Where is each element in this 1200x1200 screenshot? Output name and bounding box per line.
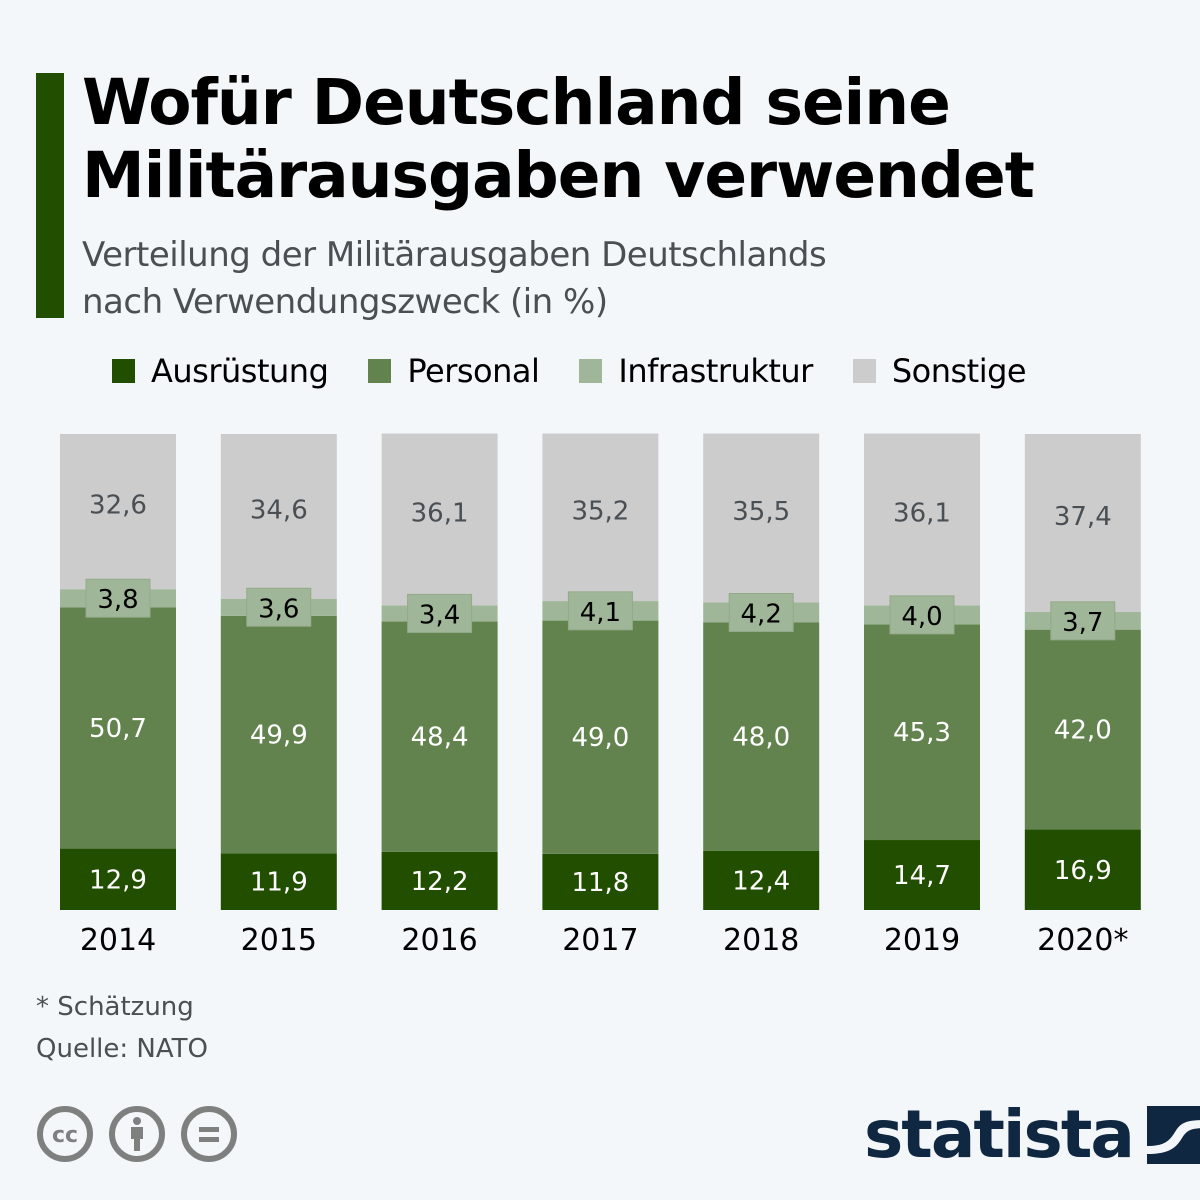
data-label-ausruestung: 14,7 xyxy=(893,861,951,891)
data-label-sonstige: 37,4 xyxy=(1054,502,1112,532)
svg-text:cc: cc xyxy=(52,1123,78,1148)
x-tick-label: 2014 xyxy=(80,923,156,958)
data-label-box xyxy=(85,578,151,618)
legend-swatch xyxy=(112,359,135,383)
data-label-personal: 48,4 xyxy=(411,723,469,753)
data-label-ausruestung: 11,9 xyxy=(250,868,308,898)
data-label-personal: 42,0 xyxy=(1054,716,1112,746)
data-label-ausruestung: 12,2 xyxy=(411,867,469,897)
no-derivatives-icon[interactable] xyxy=(180,1105,238,1163)
data-label-infrastruktur: 4,1 xyxy=(580,598,621,628)
statista-logo[interactable]: statista xyxy=(864,1102,1200,1168)
footnote-estimate: * Schätzung xyxy=(36,992,194,1022)
data-label-box xyxy=(246,587,312,627)
logo-text: statista xyxy=(864,1096,1135,1173)
title-line-1: Wofür Deutschland seine xyxy=(82,66,951,139)
bar-segment-ausruestung xyxy=(542,853,659,910)
data-label-box xyxy=(407,593,473,633)
bar-segment-sonstige xyxy=(703,433,820,603)
bar-segment-personal xyxy=(703,622,820,851)
data-label-personal: 45,3 xyxy=(893,718,951,748)
data-label-infrastruktur: 3,4 xyxy=(419,600,460,630)
data-label-sonstige: 34,6 xyxy=(250,495,308,525)
legend-item-personal: Personal xyxy=(368,352,540,390)
data-label-infrastruktur: 3,8 xyxy=(97,585,138,615)
data-label-box xyxy=(567,591,633,631)
title-accent-bar xyxy=(36,73,64,318)
legend-item-sonstige: Sonstige xyxy=(852,352,1027,390)
data-label-sonstige: 35,2 xyxy=(571,496,629,526)
data-label-sonstige: 32,6 xyxy=(89,491,147,521)
bar-segment-personal xyxy=(1024,629,1141,830)
x-tick-label: 2016 xyxy=(401,923,477,958)
data-label-sonstige: 36,1 xyxy=(893,498,951,528)
source-note: Quelle: NATO xyxy=(36,1034,208,1064)
data-label-infrastruktur: 3,6 xyxy=(258,594,299,624)
bar-segment-ausruestung xyxy=(1024,829,1141,910)
title-line-2: Militärausgaben verwendet xyxy=(82,139,1035,212)
bar-segment-sonstige xyxy=(381,433,498,606)
license-icons: cc xyxy=(36,1105,252,1163)
stacked-bar-chart: 12,9 50,7 3,8 32,6 2014 11,9 49,9 3,6 34,6 2015 12… xyxy=(60,433,1141,958)
x-tick-label: 2019 xyxy=(884,923,960,958)
data-label-sonstige: 36,1 xyxy=(411,498,469,528)
data-label-box xyxy=(728,593,794,632)
bar-segment-sonstige xyxy=(542,433,659,602)
legend-item-ausruestung: Ausrüstung xyxy=(112,352,329,390)
bar-segment-ausruestung xyxy=(381,851,498,910)
data-label-ausruestung: 12,9 xyxy=(89,865,147,895)
data-label-infrastruktur: 3,7 xyxy=(1062,608,1103,638)
data-label-sonstige: 35,5 xyxy=(732,497,790,527)
bar-segment-personal xyxy=(542,620,659,854)
cc-icon[interactable]: cc xyxy=(36,1105,94,1163)
data-label-personal: 49,0 xyxy=(571,723,629,753)
bar-segment-ausruestung xyxy=(60,848,176,910)
legend-swatch xyxy=(368,359,392,383)
bar-segment-personal xyxy=(381,621,498,852)
subtitle-line-2: nach Verwendungszweck (in %) xyxy=(82,282,608,322)
legend-swatch xyxy=(579,359,603,383)
legend-label: Sonstige xyxy=(891,352,1027,390)
data-label-box xyxy=(889,595,955,635)
bar-segment-personal xyxy=(220,615,337,854)
x-tick-label: 2015 xyxy=(241,923,317,958)
x-tick-label: 2018 xyxy=(723,923,799,958)
legend-label: Ausrüstung xyxy=(151,352,329,390)
legend-item-infrastruktur: Infrastruktur xyxy=(579,352,813,390)
data-label-infrastruktur: 4,0 xyxy=(901,602,942,632)
legend: Ausrüstung Personal Infrastruktur Sonsti… xyxy=(112,352,1066,390)
bar-segment-sonstige xyxy=(60,434,176,590)
data-label-box xyxy=(1050,601,1116,641)
data-label-ausruestung: 12,4 xyxy=(732,866,790,896)
data-label-personal: 50,7 xyxy=(89,714,147,744)
data-label-infrastruktur: 4,2 xyxy=(741,600,782,630)
bar-segment-personal xyxy=(864,624,980,841)
bar-segment-sonstige xyxy=(220,434,337,599)
bar-segment-sonstige xyxy=(1024,434,1141,613)
x-tick-label: 2020* xyxy=(1037,923,1128,958)
data-label-ausruestung: 16,9 xyxy=(1054,856,1112,886)
data-label-personal: 48,0 xyxy=(732,723,790,753)
legend-label: Personal xyxy=(407,352,540,390)
bar-segment-ausruestung xyxy=(220,853,337,910)
data-label-ausruestung: 11,8 xyxy=(571,868,629,898)
bar-segment-personal xyxy=(60,607,176,849)
statista-logo-mark-icon xyxy=(1146,1106,1200,1164)
legend-label: Infrastruktur xyxy=(618,352,813,390)
chart-subtitle: Verteilung der Militärausgaben Deutschla… xyxy=(82,232,1082,326)
chart-title: Wofür Deutschland seine Militärausgaben … xyxy=(82,66,1162,212)
data-label-personal: 49,9 xyxy=(250,721,308,751)
attribution-icon[interactable] xyxy=(108,1105,166,1163)
subtitle-line-1: Verteilung der Militärausgaben Deutschla… xyxy=(82,235,827,275)
bar-segment-ausruestung xyxy=(864,840,980,910)
bar-segment-sonstige xyxy=(864,433,980,606)
legend-swatch xyxy=(852,359,876,383)
bar-segment-ausruestung xyxy=(703,850,820,910)
x-tick-label: 2017 xyxy=(562,923,638,958)
